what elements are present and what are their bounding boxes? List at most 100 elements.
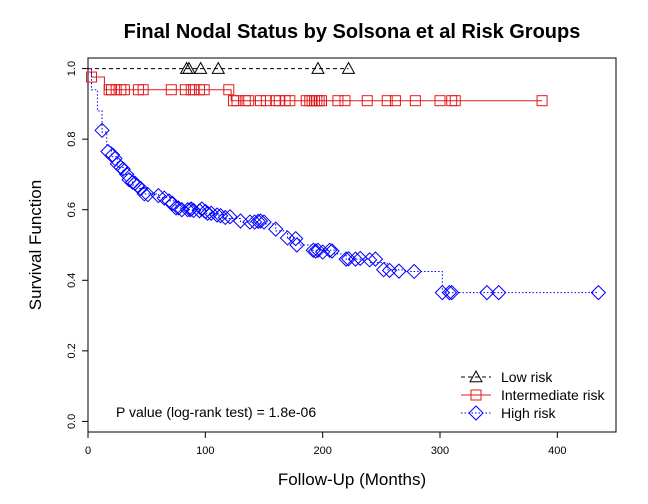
censor-marker [305, 242, 321, 258]
censor-marker [243, 95, 255, 107]
series-layer [86, 61, 607, 301]
y-tick-label: 0.0 [66, 414, 78, 429]
censor-marker [307, 243, 324, 259]
x-tick-label: 200 [313, 445, 331, 457]
censor-marker [361, 95, 373, 107]
censor-marker [182, 61, 196, 74]
legend-marker-1 [470, 389, 482, 401]
censor-marker [168, 200, 184, 216]
censor-marker [252, 213, 269, 229]
censor-marker [124, 174, 141, 190]
censor-marker [156, 190, 172, 206]
censor-marker [193, 61, 208, 74]
y-tick-label: 0.2 [66, 343, 78, 358]
y-tick-label: 0.8 [66, 132, 78, 147]
censor-marker [199, 205, 216, 221]
censor-marker [86, 71, 98, 83]
x-axis: 0 100 200 300 400 [85, 432, 567, 457]
censor-marker [389, 95, 401, 107]
censor-marker [198, 84, 210, 96]
censor-marker [310, 242, 326, 258]
censor-marker [273, 95, 285, 107]
censor-marker [164, 195, 181, 212]
censor-marker [179, 84, 191, 96]
legend: Low risk Intermediate risk High risk [461, 369, 605, 421]
x-tick-label: 0 [85, 445, 91, 457]
censor-marker [590, 284, 607, 301]
censor-marker [179, 61, 194, 74]
censor-marker [222, 209, 238, 225]
censor-marker [284, 95, 296, 107]
y-tick-label: 1.0 [66, 61, 78, 76]
censor-marker [441, 284, 458, 301]
legend-marker-0 [469, 369, 483, 383]
censor-marker [223, 84, 235, 96]
plot-area [87, 57, 617, 433]
censor-marker [367, 251, 384, 267]
censor-marker [361, 252, 378, 268]
censor-marker [375, 261, 392, 278]
series-2 [88, 68, 607, 301]
series-0 [88, 61, 356, 74]
x-tick-label: 300 [431, 445, 449, 457]
legend-label-0: Low risk [501, 369, 553, 385]
censor-marker [311, 61, 325, 74]
x-tick-label: 400 [548, 445, 566, 457]
censor-marker [118, 84, 130, 96]
censor-marker [185, 202, 202, 219]
censor-marker [347, 251, 364, 267]
censor-marker [254, 95, 266, 107]
censor-marker [133, 180, 149, 197]
censor-marker [137, 84, 149, 96]
censor-marker [341, 61, 356, 74]
censor-marker [391, 263, 407, 279]
censor-marker [287, 230, 304, 247]
x-tick-label: 100 [196, 445, 214, 457]
censor-marker [479, 284, 495, 301]
p-value-annotation: P value (log-rank test) = 1.8e-06 [116, 404, 316, 420]
chart-title: Final Nodal Status by Solsona et al Risk… [124, 21, 581, 43]
censor-marker [321, 242, 338, 258]
censor-marker [449, 95, 461, 107]
censor-marker [94, 122, 110, 139]
legend-marker-2 [468, 405, 484, 421]
censor-marker [315, 95, 327, 107]
censor-marker [188, 84, 200, 96]
censor-marker [444, 284, 460, 301]
censor-marker [194, 201, 210, 217]
legend-label-2: High risk [501, 405, 556, 421]
censor-marker [406, 263, 422, 280]
censor-marker [104, 147, 121, 163]
censor-marker [170, 200, 187, 216]
y-axis: 0.0 0.2 0.4 0.6 0.8 1.0 [66, 61, 88, 429]
censor-marker [314, 244, 331, 260]
censor-marker [381, 262, 398, 279]
censor-marker [165, 84, 177, 96]
censor-marker [212, 208, 229, 224]
censor-marker [136, 186, 153, 202]
censor-marker [203, 205, 219, 221]
censor-marker [115, 161, 131, 177]
censor-marker [209, 207, 225, 223]
censor-marker [324, 243, 340, 259]
censor-marker [381, 95, 393, 107]
censor-marker [211, 61, 226, 74]
y-axis-title: Survival Function [26, 180, 45, 310]
y-tick-label: 0.6 [66, 202, 78, 217]
censor-marker [140, 186, 156, 203]
censor-marker [289, 237, 305, 253]
x-axis-title: Follow-Up (Months) [278, 470, 426, 489]
censor-marker [268, 221, 284, 237]
censor-marker [180, 202, 196, 218]
censor-marker [150, 187, 167, 204]
censor-marker [217, 209, 233, 226]
y-tick-label: 0.4 [66, 273, 78, 288]
censor-marker [339, 95, 351, 107]
series-1 [86, 68, 548, 107]
censor-marker [250, 213, 266, 230]
censor-marker [434, 95, 446, 107]
censor-marker [260, 95, 272, 107]
censor-marker [490, 284, 507, 301]
censor-marker [231, 95, 243, 107]
